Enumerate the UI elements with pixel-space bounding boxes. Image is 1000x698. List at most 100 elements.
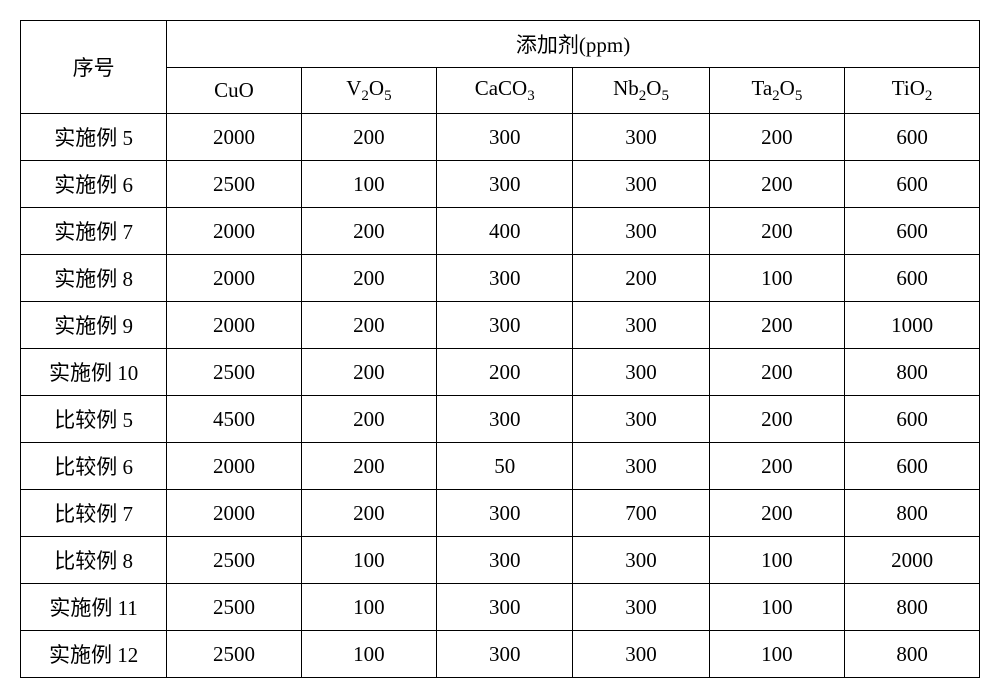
row-header-label: 序号 <box>21 21 167 114</box>
cell-value: 2000 <box>167 490 302 537</box>
cell-value: 200 <box>709 161 845 208</box>
cell-value: 400 <box>436 208 573 255</box>
cell-value: 700 <box>573 490 709 537</box>
cell-value: 600 <box>845 114 980 161</box>
table-row: 比较例 825001003003001002000 <box>21 537 980 584</box>
cell-value: 2000 <box>167 443 302 490</box>
cell-value: 100 <box>301 584 436 631</box>
cell-value: 100 <box>709 631 845 678</box>
row-name: 实施例 6 <box>21 161 167 208</box>
col-header-nb2o5: Nb2O5 <box>573 68 709 114</box>
cell-value: 200 <box>301 349 436 396</box>
cell-value: 800 <box>845 349 980 396</box>
cell-value: 600 <box>845 255 980 302</box>
cell-value: 2500 <box>167 631 302 678</box>
cell-value: 300 <box>573 537 709 584</box>
table-row: 实施例 72000200400300200600 <box>21 208 980 255</box>
cell-value: 100 <box>301 631 436 678</box>
table-row: 比较例 54500200300300200600 <box>21 396 980 443</box>
row-name: 实施例 12 <box>21 631 167 678</box>
cell-value: 300 <box>436 631 573 678</box>
row-name: 实施例 5 <box>21 114 167 161</box>
row-name: 比较例 6 <box>21 443 167 490</box>
table-row: 比较例 72000200300700200800 <box>21 490 980 537</box>
cell-value: 200 <box>709 114 845 161</box>
cell-value: 300 <box>436 161 573 208</box>
cell-value: 600 <box>845 161 980 208</box>
cell-value: 2000 <box>167 208 302 255</box>
cell-value: 200 <box>301 208 436 255</box>
cell-value: 200 <box>709 490 845 537</box>
col-header-cuo: CuO <box>167 68 302 114</box>
table-row: 实施例 920002003003002001000 <box>21 302 980 349</box>
cell-value: 200 <box>301 114 436 161</box>
cell-value: 300 <box>573 631 709 678</box>
cell-value: 200 <box>301 443 436 490</box>
cell-value: 200 <box>709 302 845 349</box>
row-name: 实施例 10 <box>21 349 167 396</box>
cell-value: 300 <box>436 302 573 349</box>
cell-value: 100 <box>301 161 436 208</box>
cell-value: 100 <box>709 255 845 302</box>
table-row: 实施例 62500100300300200600 <box>21 161 980 208</box>
cell-value: 200 <box>436 349 573 396</box>
table-row: 实施例 102500200200300200800 <box>21 349 980 396</box>
row-name: 比较例 8 <box>21 537 167 584</box>
table-row: 实施例 112500100300300100800 <box>21 584 980 631</box>
cell-value: 300 <box>573 349 709 396</box>
cell-value: 2000 <box>167 114 302 161</box>
cell-value: 100 <box>709 584 845 631</box>
cell-value: 300 <box>573 161 709 208</box>
cell-value: 300 <box>436 490 573 537</box>
col-header-caco3: CaCO3 <box>436 68 573 114</box>
cell-value: 600 <box>845 396 980 443</box>
cell-value: 2500 <box>167 349 302 396</box>
cell-value: 2500 <box>167 161 302 208</box>
cell-value: 2000 <box>167 255 302 302</box>
row-name: 实施例 8 <box>21 255 167 302</box>
cell-value: 300 <box>436 114 573 161</box>
cell-value: 300 <box>573 584 709 631</box>
row-name: 比较例 7 <box>21 490 167 537</box>
cell-value: 100 <box>301 537 436 584</box>
table-row: 实施例 52000200300300200600 <box>21 114 980 161</box>
cell-value: 4500 <box>167 396 302 443</box>
cell-value: 300 <box>436 584 573 631</box>
cell-value: 600 <box>845 208 980 255</box>
cell-value: 200 <box>709 443 845 490</box>
cell-value: 800 <box>845 584 980 631</box>
cell-value: 800 <box>845 631 980 678</box>
cell-value: 300 <box>573 302 709 349</box>
row-name: 实施例 7 <box>21 208 167 255</box>
row-name: 实施例 11 <box>21 584 167 631</box>
cell-value: 1000 <box>845 302 980 349</box>
row-name: 实施例 9 <box>21 302 167 349</box>
cell-value: 300 <box>436 537 573 584</box>
table-row: 比较例 6200020050300200600 <box>21 443 980 490</box>
cell-value: 200 <box>573 255 709 302</box>
cell-value: 50 <box>436 443 573 490</box>
cell-value: 600 <box>845 443 980 490</box>
table-body: 实施例 52000200300300200600实施例 625001003003… <box>21 114 980 678</box>
row-name: 比较例 5 <box>21 396 167 443</box>
cell-value: 200 <box>709 349 845 396</box>
table-header: 序号 添加剂(ppm) CuO V2O5 CaCO3 Nb2O5 Ta2O5 T… <box>21 21 980 114</box>
header-row-1: 序号 添加剂(ppm) <box>21 21 980 68</box>
cell-value: 200 <box>301 490 436 537</box>
group-header-label: 添加剂(ppm) <box>167 21 980 68</box>
additives-table: 序号 添加剂(ppm) CuO V2O5 CaCO3 Nb2O5 Ta2O5 T… <box>20 20 980 678</box>
cell-value: 200 <box>709 396 845 443</box>
col-header-ta2o5: Ta2O5 <box>709 68 845 114</box>
cell-value: 2500 <box>167 584 302 631</box>
col-header-v2o5: V2O5 <box>301 68 436 114</box>
cell-value: 300 <box>573 208 709 255</box>
cell-value: 300 <box>573 114 709 161</box>
cell-value: 200 <box>301 302 436 349</box>
cell-value: 2000 <box>167 302 302 349</box>
cell-value: 300 <box>573 443 709 490</box>
cell-value: 200 <box>301 255 436 302</box>
cell-value: 100 <box>709 537 845 584</box>
cell-value: 2500 <box>167 537 302 584</box>
cell-value: 200 <box>709 208 845 255</box>
table-row: 实施例 82000200300200100600 <box>21 255 980 302</box>
